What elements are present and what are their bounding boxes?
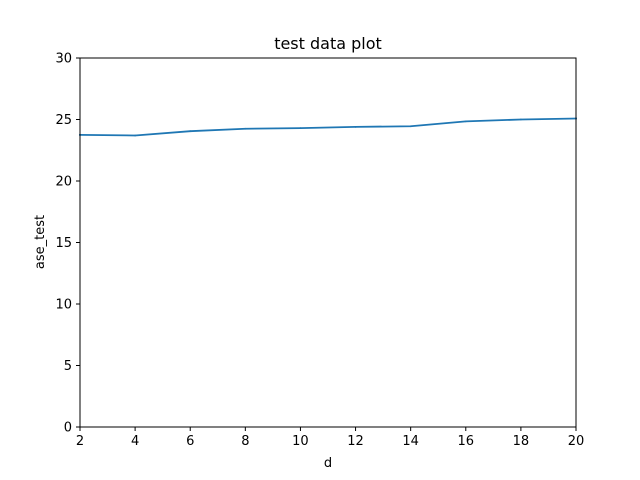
data-point — [299, 127, 302, 130]
x-tick-label: 6 — [186, 434, 194, 449]
x-tick-label: 20 — [568, 434, 585, 449]
y-tick-label: 5 — [64, 359, 72, 374]
y-axis-label: ase_test — [33, 215, 48, 269]
series-line — [79, 117, 577, 137]
x-tick-label: 2 — [76, 434, 84, 449]
chart-title: test data plot — [274, 34, 382, 53]
data-point — [409, 125, 412, 128]
x-tick-label: 18 — [513, 434, 530, 449]
x-tick-label: 8 — [241, 434, 249, 449]
data-point — [189, 130, 192, 133]
x-axis-ticks: 2 4 6 8 10 12 14 16 18 20 — [76, 427, 584, 449]
y-tick-label: 25 — [55, 113, 72, 128]
x-axis-label: d — [324, 456, 332, 471]
x-tick-label: 10 — [292, 434, 309, 449]
y-tick-label: 20 — [55, 175, 72, 190]
y-tick-label: 0 — [64, 421, 72, 436]
x-tick-label: 16 — [458, 434, 475, 449]
data-point — [354, 125, 357, 128]
y-tick-label: 15 — [55, 236, 72, 251]
x-tick-label: 14 — [402, 434, 419, 449]
y-tick-label: 10 — [55, 298, 72, 313]
data-point — [519, 118, 522, 121]
data-point — [244, 127, 247, 130]
x-tick-label: 12 — [347, 434, 364, 449]
y-tick-label: 30 — [55, 52, 72, 67]
x-tick-label: 4 — [131, 434, 139, 449]
plot-frame — [79, 57, 577, 428]
data-point — [464, 120, 467, 123]
y-axis-ticks: 0 5 10 15 20 25 30 — [55, 52, 80, 436]
data-point — [134, 134, 137, 137]
